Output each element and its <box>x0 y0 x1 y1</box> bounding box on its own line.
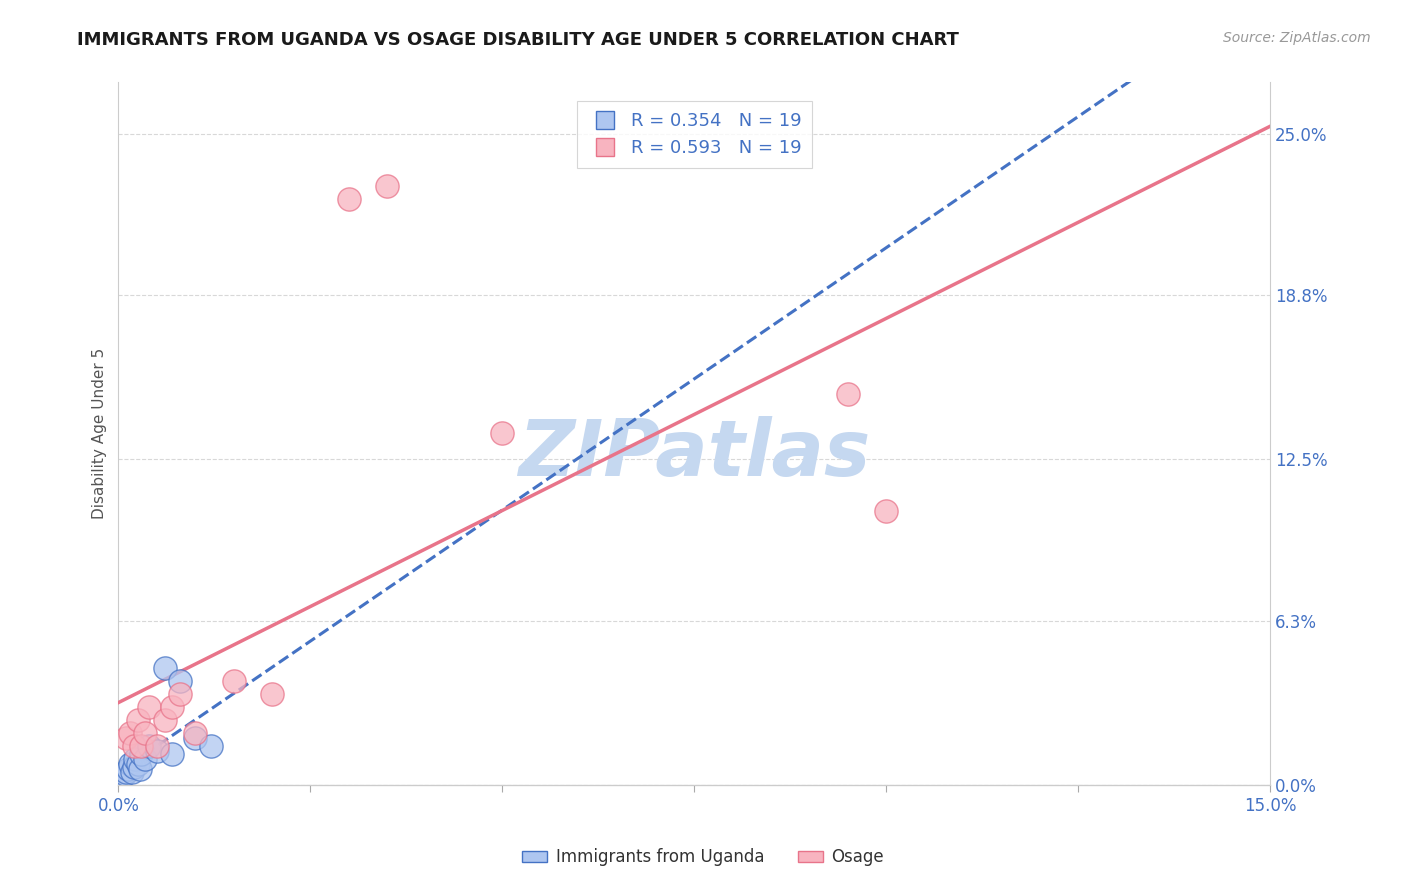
Point <box>115 764 138 779</box>
Point <box>837 387 859 401</box>
Y-axis label: Disability Age Under 5: Disability Age Under 5 <box>93 348 107 519</box>
Point <box>160 747 183 761</box>
Point <box>122 759 145 773</box>
Point <box>491 426 513 441</box>
Point <box>122 739 145 753</box>
Point <box>337 192 360 206</box>
Point <box>375 179 398 194</box>
Point <box>153 713 176 727</box>
Point <box>146 744 169 758</box>
Point <box>127 713 149 727</box>
Point <box>111 770 134 784</box>
Point <box>114 767 136 781</box>
Point <box>117 762 139 776</box>
Point <box>124 752 146 766</box>
Point <box>138 739 160 753</box>
Point <box>146 739 169 753</box>
Point <box>875 504 897 518</box>
Point <box>138 699 160 714</box>
Point <box>153 660 176 674</box>
Point <box>129 762 152 776</box>
Point <box>222 673 245 688</box>
Point <box>118 756 141 771</box>
Point <box>260 687 283 701</box>
Legend: Immigrants from Uganda, Osage: Immigrants from Uganda, Osage <box>516 842 890 873</box>
Point <box>184 731 207 745</box>
Point <box>127 756 149 771</box>
Point <box>169 687 191 701</box>
Text: ZIPatlas: ZIPatlas <box>519 417 870 492</box>
Point <box>115 731 138 745</box>
Point <box>160 699 183 714</box>
Point <box>134 752 156 766</box>
Point <box>184 725 207 739</box>
Point <box>131 739 153 753</box>
Point <box>134 725 156 739</box>
Point <box>131 747 153 761</box>
Text: Source: ZipAtlas.com: Source: ZipAtlas.com <box>1223 31 1371 45</box>
Legend: R = 0.354   N = 19, R = 0.593   N = 19: R = 0.354 N = 19, R = 0.593 N = 19 <box>576 102 813 169</box>
Point <box>118 725 141 739</box>
Text: IMMIGRANTS FROM UGANDA VS OSAGE DISABILITY AGE UNDER 5 CORRELATION CHART: IMMIGRANTS FROM UGANDA VS OSAGE DISABILI… <box>77 31 959 49</box>
Point <box>169 673 191 688</box>
Point <box>121 764 143 779</box>
Point <box>200 739 222 753</box>
